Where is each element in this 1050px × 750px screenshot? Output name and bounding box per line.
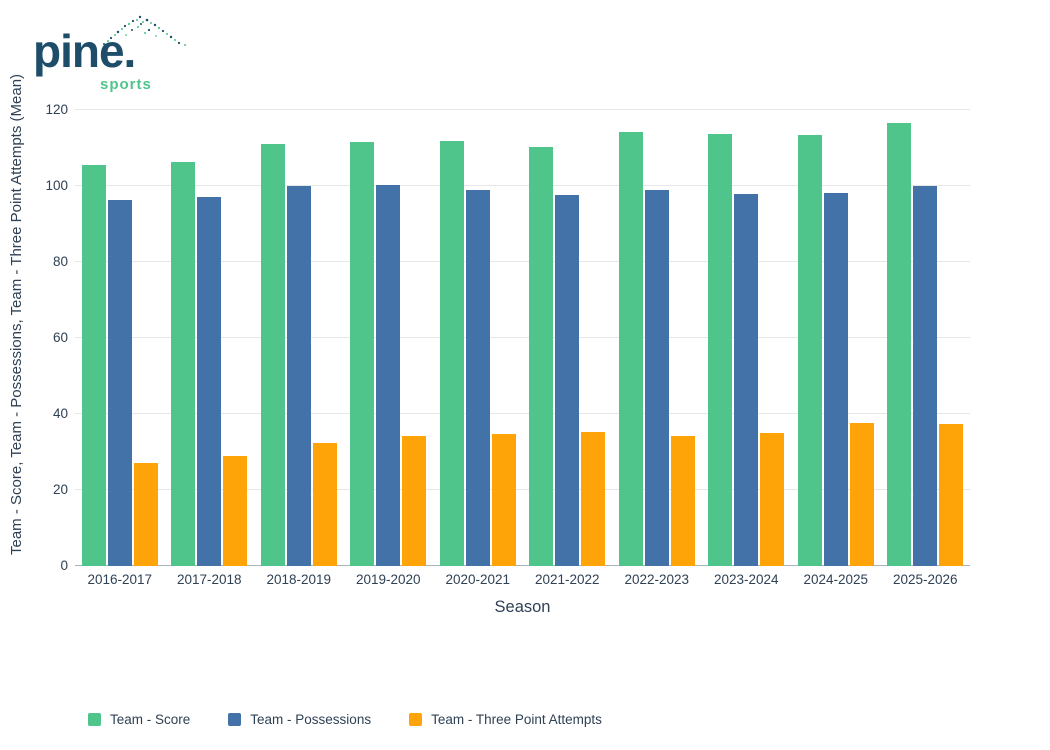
- y-axis-ticks: 0 20 40 60 80 100 120: [28, 102, 68, 571]
- gridline: [75, 413, 970, 414]
- y-tick-label: 120: [45, 101, 68, 117]
- gridline: [75, 185, 970, 186]
- bar-team-possessions: [555, 195, 580, 566]
- x-tick-label: 2016-2017: [87, 572, 153, 587]
- bar-team-score: [260, 144, 285, 566]
- x-axis-title: Season: [494, 598, 551, 616]
- bar-team-score: [887, 122, 912, 566]
- bar-group-2017-2018: [171, 162, 248, 566]
- bar-team-score: [171, 162, 196, 566]
- bar-group-2016-2017: [81, 165, 158, 566]
- legend-swatch-icon: [88, 713, 101, 726]
- chart-legend: Team - Score Team - Possessions Team - Thr…: [88, 712, 602, 727]
- x-tick-label: 2021-2022: [534, 572, 600, 587]
- bar-team-possessions: [823, 192, 848, 566]
- bar-team-three-point-attempts: [581, 431, 606, 566]
- y-axis-title: Team - Score, Team - Possessions, Team -…: [8, 73, 25, 555]
- bar-team-score: [618, 132, 643, 566]
- bar-team-score: [439, 141, 464, 566]
- bar-team-possessions: [644, 190, 669, 566]
- bar-team-possessions: [465, 190, 490, 566]
- legend-swatch-icon: [228, 713, 242, 726]
- bar-group-2023-2024: [708, 133, 785, 566]
- legend-item-team-score[interactable]: Team - Score: [88, 712, 190, 727]
- bar-team-three-point-attempts: [491, 434, 516, 566]
- gridline: [75, 489, 970, 490]
- bar-group-2019-2020: [350, 141, 427, 566]
- gridline: [75, 337, 970, 338]
- x-tick-label: 2022-2023: [624, 572, 690, 587]
- bar-team-three-point-attempts: [849, 423, 874, 566]
- y-tick-label: 80: [52, 253, 68, 269]
- bar-group-2018-2019: [260, 144, 337, 566]
- legend-label: Team - Possessions: [250, 712, 372, 727]
- x-axis-ticks: 2016-2017 2017-2018 2018-2019 2019-2020 2020…: [75, 572, 970, 592]
- x-tick-label: 2023-2024: [713, 572, 779, 587]
- y-tick-label: 100: [45, 177, 68, 193]
- bar-team-three-point-attempts: [312, 442, 337, 566]
- logo-subtitle: sports: [100, 76, 152, 93]
- logo-tree-dots-icon: [103, 15, 186, 46]
- y-tick-label: 0: [60, 557, 68, 573]
- x-tick-label: 2025-2026: [892, 572, 958, 587]
- bar-group-2025-2026: [887, 122, 964, 566]
- bar-team-possessions: [197, 197, 222, 566]
- legend-item-team-possessions[interactable]: Team - Possessions: [228, 712, 371, 727]
- y-tick-label: 20: [52, 481, 68, 497]
- x-tick-label: 2024-2025: [803, 572, 869, 587]
- legend-swatch-icon: [409, 713, 423, 726]
- pine-sports-logo: pine. sports: [33, 14, 213, 99]
- bar-team-possessions: [734, 193, 759, 566]
- bar-team-score: [81, 165, 106, 566]
- bar-group-2024-2025: [797, 135, 874, 566]
- bar-team-three-point-attempts: [223, 456, 248, 566]
- bar-team-three-point-attempts: [133, 463, 158, 566]
- y-tick-label: 60: [52, 329, 68, 345]
- bar-team-three-point-attempts: [402, 436, 427, 566]
- x-tick-label: 2020-2021: [445, 572, 511, 587]
- x-tick-label: 2018-2019: [266, 572, 332, 587]
- legend-label: Team - Three Point Attempts: [431, 712, 602, 727]
- gridline: [75, 261, 970, 262]
- y-tick-label: 40: [52, 405, 68, 421]
- plot-area: [75, 109, 970, 566]
- logo-wordmark: pine.: [33, 25, 136, 77]
- bar-team-three-point-attempts: [939, 423, 964, 566]
- bar-group-2020-2021: [439, 141, 516, 566]
- x-tick-label: 2019-2020: [355, 572, 421, 587]
- legend-item-team-three-point-attempts[interactable]: Team - Three Point Attempts: [409, 712, 602, 727]
- bar-group-2021-2022: [529, 146, 606, 566]
- gridline: [75, 109, 970, 110]
- x-axis-line: [75, 565, 970, 566]
- legend-label: Team - Score: [110, 712, 191, 727]
- bar-team-possessions: [286, 186, 311, 566]
- x-tick-label: 2017-2018: [176, 572, 242, 587]
- bar-team-score: [708, 133, 733, 566]
- bar-team-three-point-attempts: [760, 433, 785, 566]
- bar-team-three-point-attempts: [670, 436, 695, 566]
- bar-team-possessions: [913, 186, 938, 566]
- bar-team-score: [529, 146, 554, 566]
- bar-team-score: [350, 141, 375, 566]
- bar-group-2022-2023: [618, 132, 695, 566]
- bar-team-possessions: [376, 184, 401, 566]
- bar-team-score: [797, 135, 822, 566]
- bar-team-possessions: [107, 200, 132, 566]
